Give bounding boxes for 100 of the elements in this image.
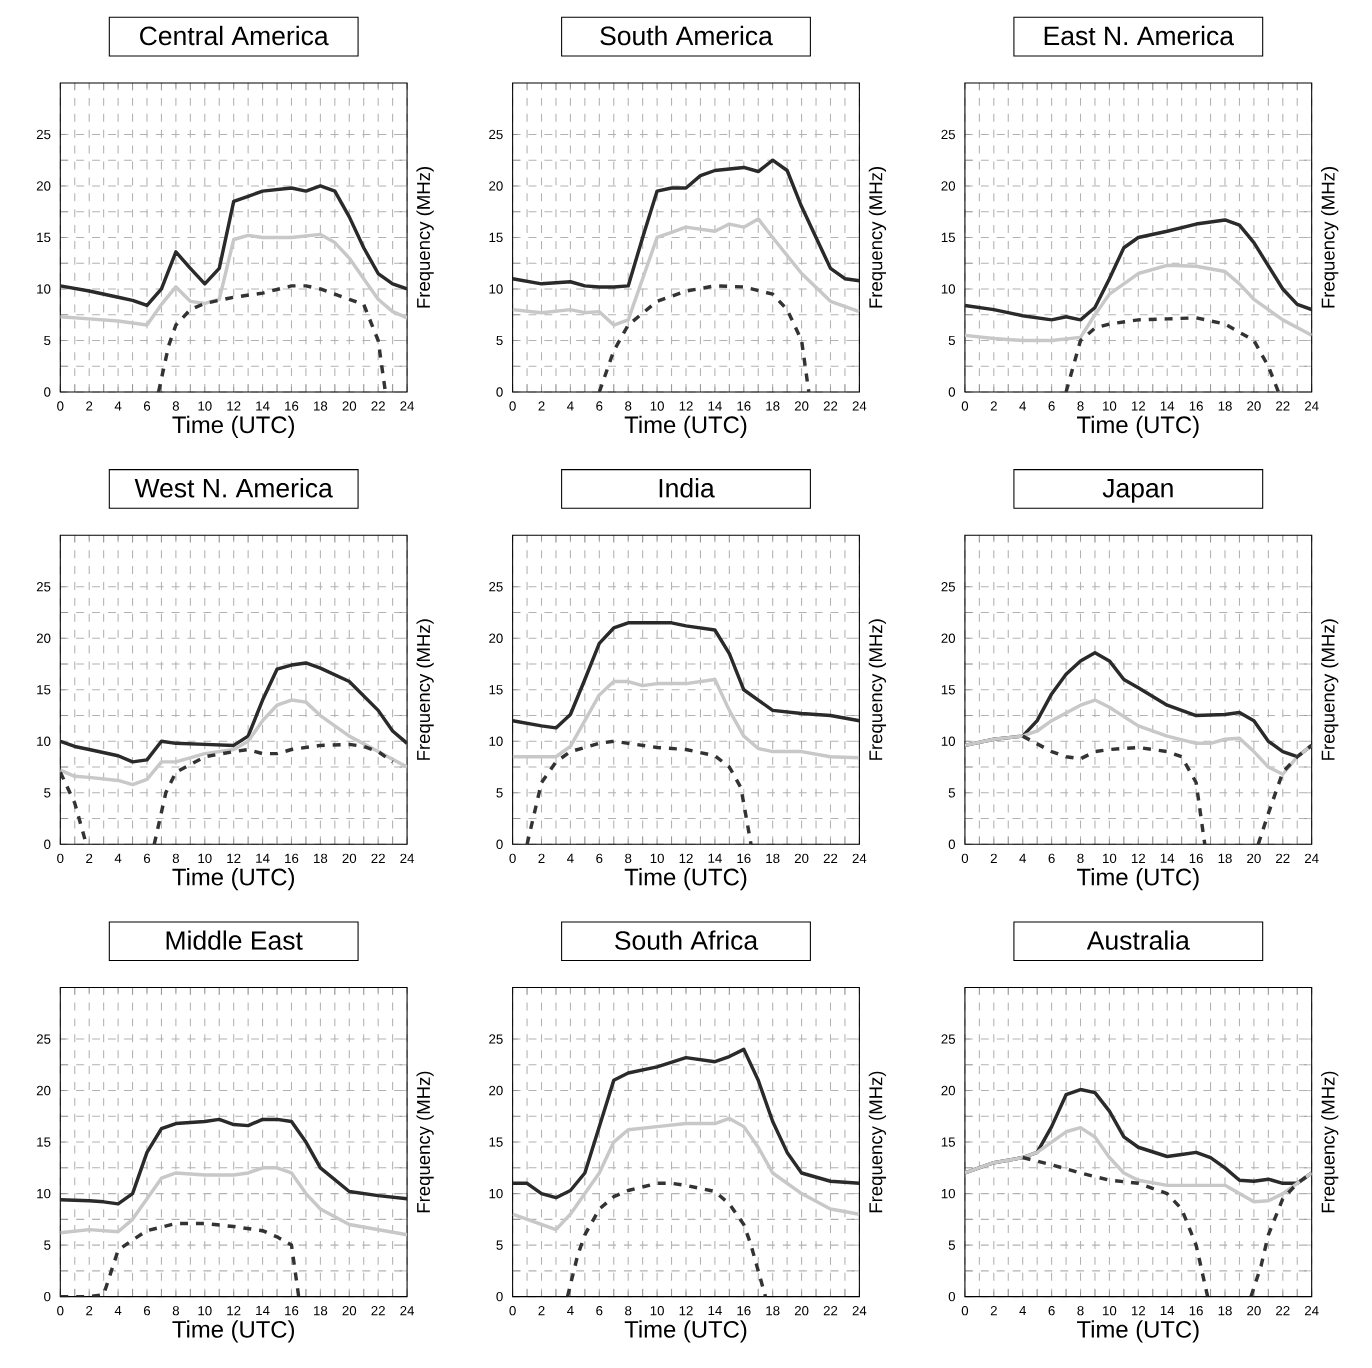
x-tick-label: 18	[314, 401, 328, 411]
x-tick-label: 16	[737, 853, 751, 863]
y-tick-label: 0	[496, 1291, 503, 1302]
y-tick-label: 20	[941, 1085, 956, 1096]
x-tick-label: 14	[708, 853, 722, 863]
x-tick-label: 0	[509, 401, 516, 411]
x-tick-label: 16	[285, 1305, 299, 1316]
x-tick-label: 22	[1276, 1305, 1290, 1316]
y-axis-title: Frequency (MHz)	[1321, 166, 1339, 308]
x-axis-title: Time (UTC)	[624, 867, 747, 891]
x-tick-label: 24	[1304, 401, 1319, 411]
y-tick-label: 5	[44, 1240, 51, 1250]
line-series	[964, 698, 1312, 776]
chart-title: South America	[600, 25, 773, 46]
y-tick-label: 25	[489, 129, 503, 140]
x-tick-label: 2	[990, 401, 997, 411]
x-tick-label: 24	[852, 401, 867, 411]
y-tick-label: 0	[44, 387, 51, 397]
y-axis-title: Frequency (MHz)	[1321, 619, 1339, 760]
x-tick-label: 4	[114, 853, 122, 863]
x-tick-label: 0	[509, 1305, 516, 1316]
line-series	[60, 661, 408, 764]
y-tick-label: 20	[489, 181, 503, 191]
x-tick-label: 4	[1019, 1305, 1027, 1315]
x-tick-label: 12	[679, 401, 693, 411]
x-tick-label: 6	[143, 1305, 151, 1316]
x-tick-label: 22	[371, 401, 385, 411]
chart-title: West N. America	[134, 478, 333, 498]
x-tick-label: 14	[1160, 401, 1175, 411]
chart-title: Australia	[1086, 930, 1190, 950]
line-series	[964, 263, 1312, 343]
x-tick-label: 24	[400, 853, 415, 863]
x-tick-label: 2	[990, 1305, 997, 1316]
x-tick-label: 20	[342, 853, 357, 863]
x-axis-title: Time (UTC)	[172, 415, 295, 438]
x-tick-label: 8	[172, 1305, 180, 1316]
x-tick-label: 12	[679, 853, 693, 863]
y-tick-label: 10	[37, 736, 51, 746]
x-tick-label: 0	[57, 853, 64, 863]
y-tick-label: 5	[44, 788, 51, 798]
x-tick-label: 18	[1218, 853, 1232, 863]
x-tick-label: 12	[1131, 1305, 1145, 1316]
x-tick-label: 12	[227, 401, 241, 411]
x-tick-label: 8	[1077, 401, 1084, 411]
y-tick-label: 10	[941, 1188, 956, 1199]
y-tick-label: 25	[489, 581, 503, 592]
x-tick-label: 24	[852, 1305, 867, 1316]
x-tick-label: 20	[1247, 853, 1261, 863]
y-tick-label: 15	[489, 1137, 503, 1147]
x-tick-label: 22	[823, 853, 838, 863]
x-tick-label: 12	[679, 1305, 693, 1316]
chart-title: Middle East	[166, 930, 303, 950]
x-tick-label: 22	[823, 401, 838, 411]
y-tick-label: 10	[37, 1188, 51, 1199]
x-tick-label: 0	[57, 1305, 64, 1316]
x-axis-title: Time (UTC)	[1077, 867, 1199, 891]
x-tick-label: 20	[794, 1305, 809, 1316]
line-series	[525, 739, 753, 845]
line-series	[60, 1221, 301, 1297]
line-series	[964, 218, 1312, 322]
x-tick-label: 2	[538, 853, 545, 863]
x-tick-label: 14	[256, 1305, 270, 1315]
x-tick-label: 2	[86, 853, 93, 863]
y-tick-label: 25	[941, 581, 956, 592]
y-axis-title: Frequency (MHz)	[1321, 1071, 1339, 1213]
y-tick-label: 20	[489, 1085, 503, 1096]
x-tick-label: 10	[650, 853, 664, 863]
y-tick-label: 5	[44, 335, 51, 345]
x-tick-label: 0	[961, 1305, 969, 1316]
y-tick-label: 10	[941, 284, 956, 294]
y-tick-label: 15	[37, 232, 51, 242]
y-tick-label: 10	[489, 1188, 503, 1199]
x-tick-label: 14	[1160, 1305, 1175, 1315]
x-tick-label: 14	[256, 401, 270, 411]
x-tick-label: 4	[114, 401, 122, 411]
x-tick-label: 10	[1103, 1305, 1117, 1316]
y-tick-label: 15	[37, 1137, 51, 1147]
x-tick-label: 10	[198, 853, 212, 863]
line-series	[60, 1117, 408, 1206]
x-axis-title: Time (UTC)	[1077, 1320, 1199, 1343]
x-tick-label: 6	[1048, 401, 1055, 411]
x-tick-label: 12	[1131, 401, 1145, 411]
x-tick-label: 6	[143, 401, 151, 411]
x-tick-label: 18	[1218, 401, 1232, 411]
x-tick-label: 4	[567, 853, 574, 863]
y-tick-label: 5	[948, 335, 956, 345]
x-tick-label: 20	[794, 401, 809, 411]
x-tick-label: 10	[198, 1305, 212, 1316]
y-tick-label: 0	[44, 1291, 51, 1302]
y-tick-label: 25	[489, 1034, 503, 1044]
x-tick-label: 20	[794, 853, 809, 863]
y-tick-label: 20	[941, 633, 956, 643]
x-tick-label: 16	[737, 401, 751, 411]
line-series	[60, 184, 408, 308]
x-tick-label: 8	[172, 853, 180, 863]
x-tick-label: 10	[1103, 853, 1117, 863]
x-tick-label: 18	[766, 1305, 780, 1316]
y-tick-label: 5	[496, 1240, 503, 1250]
x-tick-label: 4	[1019, 853, 1027, 863]
x-tick-label: 24	[400, 401, 415, 411]
